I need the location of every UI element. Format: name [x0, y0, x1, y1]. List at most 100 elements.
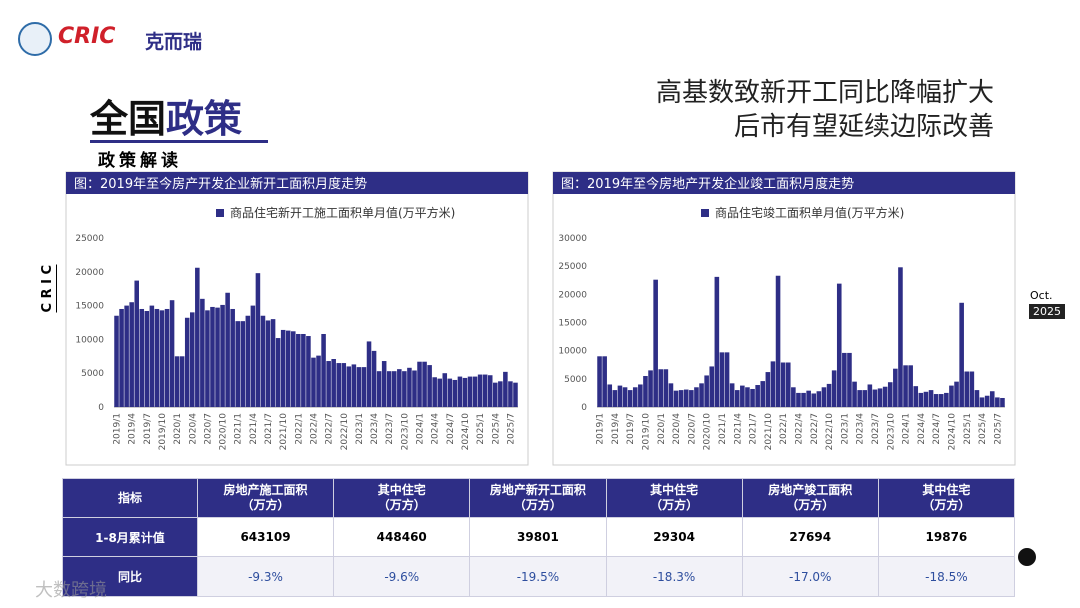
x-tick-label: 2023/7 — [871, 413, 881, 445]
bar — [442, 373, 448, 407]
legend-swatch — [216, 209, 224, 217]
bar — [949, 385, 954, 407]
x-tick-label: 2020/10 — [219, 413, 229, 451]
y-tick-label: 10000 — [558, 347, 587, 357]
bar — [195, 267, 200, 407]
cell: -9.3% — [196, 556, 335, 597]
bar — [801, 392, 806, 407]
bar — [785, 362, 791, 407]
bar — [852, 381, 857, 407]
bar — [872, 389, 878, 407]
bar — [796, 392, 801, 407]
bar — [402, 371, 407, 407]
bar — [821, 387, 827, 407]
x-tick-label: 2023/4 — [370, 413, 380, 445]
cell: -18.3% — [605, 556, 743, 597]
bar — [164, 308, 170, 407]
logo-icon — [18, 22, 52, 56]
header-cell: 指标 — [62, 478, 198, 518]
bar — [200, 298, 205, 407]
x-tick-label: 2021/10 — [764, 413, 774, 451]
cell: -17.0% — [741, 556, 879, 597]
x-tick-label: 2021/4 — [733, 413, 743, 445]
table-row: 同比 -9.3% -9.6% -19.5% -18.3% -17.0% -18.5% — [62, 556, 1016, 597]
year: 2025 — [1029, 304, 1065, 319]
bar — [346, 366, 352, 407]
bar — [699, 383, 704, 407]
x-tick-label: 2022/4 — [309, 413, 319, 445]
bar — [694, 387, 699, 407]
headline-1: 高基数致新开工同比降幅扩大 — [655, 78, 994, 108]
bar — [493, 382, 498, 407]
x-tick-label: 2022/7 — [325, 413, 335, 445]
bar — [989, 391, 995, 407]
bar — [928, 390, 934, 407]
bar — [765, 372, 771, 407]
bar — [816, 391, 822, 407]
x-tick-label: 2019/10 — [158, 413, 168, 451]
bar — [729, 383, 735, 407]
watermark: 大数跨境 — [35, 580, 107, 601]
bar — [134, 280, 139, 407]
bar — [503, 371, 508, 407]
bar — [356, 367, 362, 407]
bar — [260, 315, 266, 407]
x-tick-label: 2019/7 — [626, 413, 636, 445]
x-tick-label: 2020/7 — [203, 413, 213, 445]
cell: -19.5% — [469, 556, 607, 597]
x-tick-label: 2020/4 — [188, 413, 198, 445]
bar — [678, 390, 684, 407]
cell: 448460 — [333, 517, 471, 557]
bar — [422, 361, 427, 407]
bar — [944, 392, 949, 407]
y-tick-label: 5000 — [564, 375, 587, 385]
x-tick-label: 2019/10 — [641, 413, 651, 451]
x-tick-label: 2023/7 — [385, 413, 395, 445]
x-tick-label: 2022/4 — [794, 413, 804, 445]
x-tick-label: 2021/7 — [749, 413, 759, 445]
bar — [898, 267, 903, 407]
bar — [280, 329, 286, 407]
bar — [668, 383, 674, 407]
bar — [653, 279, 658, 407]
bar — [331, 359, 336, 407]
bar — [250, 305, 256, 407]
bar — [149, 305, 155, 407]
headline-2: 后市有望延续边际改善 — [733, 112, 994, 142]
bar — [452, 379, 458, 407]
bar — [689, 390, 694, 407]
bar — [862, 390, 868, 407]
bar — [321, 333, 326, 407]
panel-title-bg — [66, 172, 528, 194]
bar — [437, 378, 442, 407]
bar — [447, 378, 453, 407]
bar — [719, 352, 725, 407]
subtitle: 政策解读 — [98, 151, 182, 171]
bar — [235, 321, 240, 407]
bar — [508, 381, 513, 407]
bar — [643, 376, 648, 407]
bar — [225, 292, 230, 407]
bar — [954, 381, 959, 407]
cell: 39801 — [469, 517, 607, 557]
bar — [734, 390, 740, 407]
x-tick-label: 2025/4 — [978, 413, 988, 445]
bar — [831, 370, 837, 407]
header-cell: 其中住宅 （万方） — [333, 478, 471, 518]
bar — [265, 320, 271, 407]
bar — [240, 321, 246, 407]
y-tick-label: 20000 — [558, 290, 587, 300]
title-b: 政策 — [166, 97, 243, 141]
bar — [432, 377, 437, 407]
bar — [351, 364, 357, 407]
table-body: 指标 房地产施工面积 （万方） 其中住宅 （万方） 房地产新开工面积 （万方） 其中住宅… — [62, 478, 1016, 597]
bar — [366, 341, 372, 407]
bar — [124, 305, 129, 407]
bar — [114, 315, 119, 407]
x-tick-label: 2025/7 — [993, 413, 1003, 445]
bar — [979, 397, 985, 407]
bar — [842, 352, 847, 407]
bar — [750, 388, 755, 407]
bar — [780, 362, 786, 407]
